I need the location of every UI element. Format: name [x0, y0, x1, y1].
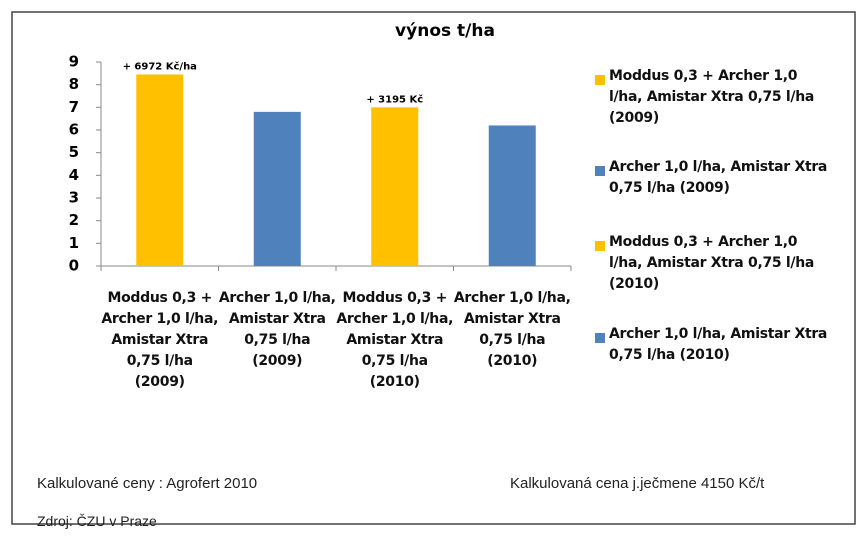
chart-title: výnos t/ha [395, 21, 495, 41]
legend-swatch [595, 333, 605, 343]
x-tick-label: Moddus 0,3 + Archer 1,0 l/ha, Amistar Xt… [336, 290, 454, 390]
x-tick-label: Archer 1,0 l/ha, Amistar Xtra 0,75 l/ha … [453, 290, 571, 369]
bar [136, 74, 184, 266]
footer-left: Kalkulované ceny : Agrofert 2010 [37, 475, 258, 492]
y-tick-label: 3 [69, 189, 79, 207]
legend-label: Archer 1,0 l/ha, Amistar Xtra 0,75 l/ha … [609, 159, 828, 196]
legend-label: Moddus 0,3 + Archer 1,0 l/ha, Amistar Xt… [609, 234, 815, 292]
legend-swatch [595, 241, 605, 251]
legend-label: Archer 1,0 l/ha, Amistar Xtra 0,75 l/ha … [609, 326, 828, 363]
y-tick-label: 4 [69, 166, 79, 184]
legend-label: Moddus 0,3 + Archer 1,0 l/ha, Amistar Xt… [609, 68, 815, 126]
bar [488, 125, 536, 266]
y-tick-label: 2 [69, 211, 79, 229]
legend-swatch [595, 166, 605, 176]
y-tick-label: 5 [69, 143, 79, 161]
y-tick-label: 8 [69, 75, 79, 93]
bar [371, 107, 419, 266]
y-tick-label: 1 [69, 234, 79, 252]
legend-swatch [595, 75, 605, 85]
y-tick-label: 7 [69, 98, 79, 116]
annotation: + 6972 Kč/ha [123, 60, 197, 72]
annotation: + 3195 Kč [366, 93, 423, 105]
x-tick-label: Moddus 0,3 + Archer 1,0 l/ha, Amistar Xt… [101, 290, 219, 390]
frame [11, 11, 856, 525]
y-tick-label: 6 [69, 121, 79, 139]
footer-right: Kalkulovaná cena j.ječmene 4150 Kč/t [510, 475, 765, 492]
y-tick-label: 9 [69, 53, 79, 71]
bar [253, 111, 301, 266]
y-tick-label: 0 [69, 257, 79, 275]
footer-source: Zdroj: ČZU v Praze [37, 513, 157, 529]
x-tick-label: Archer 1,0 l/ha, Amistar Xtra 0,75 l/ha … [218, 290, 336, 369]
